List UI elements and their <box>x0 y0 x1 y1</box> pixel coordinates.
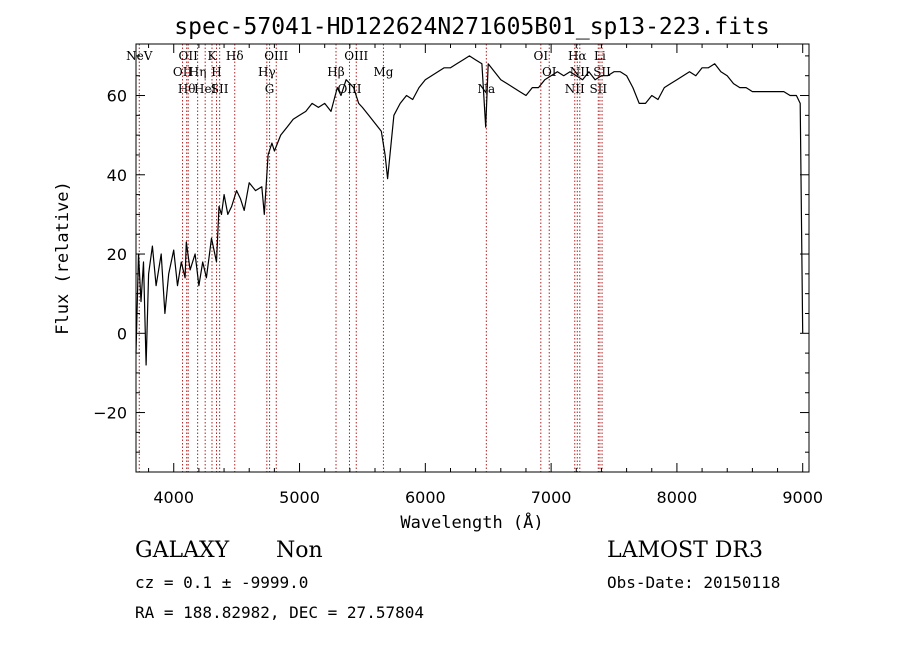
y-tick-label: 20 <box>107 245 127 264</box>
label-oiii: OIII <box>264 49 288 63</box>
x-tick-label: 5000 <box>279 488 320 507</box>
y-tick-label: 40 <box>107 166 127 185</box>
label-oii: OII <box>179 49 199 63</box>
label-sii: SII <box>593 65 611 79</box>
label-h: Hη <box>189 65 207 79</box>
redshift-line: cz = 0.1 ± -9999.0 <box>135 573 309 592</box>
label-hei: HeI <box>194 82 217 96</box>
y-axis-label: Flux (relative) <box>53 181 73 335</box>
label-nii: NII <box>565 82 585 96</box>
series-spectrum <box>135 55 804 366</box>
plot-frame <box>135 43 810 473</box>
label-oii: OII <box>173 65 193 79</box>
label-nii: NII <box>570 65 590 79</box>
label-g: G <box>265 82 275 96</box>
label-sii: SII <box>589 82 607 96</box>
survey-name: LAMOST DR3 <box>607 538 763 563</box>
y-tick-label: 60 <box>107 87 127 106</box>
x-tick-label: 8000 <box>657 488 698 507</box>
label-h: Hβ <box>327 65 344 79</box>
series-layer <box>135 55 804 366</box>
label-oi: OI <box>534 49 549 63</box>
label-oiii: OIII <box>344 49 368 63</box>
label-na: Na <box>478 82 496 96</box>
label-li: Li <box>594 49 606 63</box>
emission-line-labels: NeVOIIHθOIIHηHeIKHSIIHδHγGOIIIHβOIIIOIII… <box>126 49 611 96</box>
x-tick-label: 9000 <box>782 488 823 507</box>
x-axis-label: Wavelength (Å) <box>400 511 543 533</box>
x-tick-label: 7000 <box>531 488 572 507</box>
coordinates-line: RA = 188.82982, DEC = 27.57804 <box>135 603 424 622</box>
label-k: K <box>207 49 217 63</box>
y-tick-label: 0 <box>117 324 127 343</box>
x-tick-label: 4000 <box>153 488 194 507</box>
label-h: Hδ <box>226 49 244 63</box>
label-mg: Mg <box>373 65 393 79</box>
x-tick-label: 6000 <box>405 488 446 507</box>
chart-title: spec-57041-HD122624N271605B01_sp13-223.f… <box>174 14 769 40</box>
label-h: Hα <box>568 49 587 63</box>
y-tick-label: −20 <box>93 404 127 423</box>
axis-ticks: 4000 5000 6000 7000 8000 9000 −20 0 20 40 60 <box>93 44 823 507</box>
emission-line-markers <box>138 44 603 472</box>
label-h: Hγ <box>258 65 276 79</box>
object-class: GALAXY <box>135 538 230 563</box>
label-h: Hθ <box>178 82 196 96</box>
label-h: H <box>211 65 221 79</box>
label-oi: OI <box>542 65 557 79</box>
label-sii: SII <box>211 82 229 96</box>
object-subclass: Non <box>276 538 323 563</box>
obs-date-line: Obs-Date: 20150118 <box>607 573 781 592</box>
